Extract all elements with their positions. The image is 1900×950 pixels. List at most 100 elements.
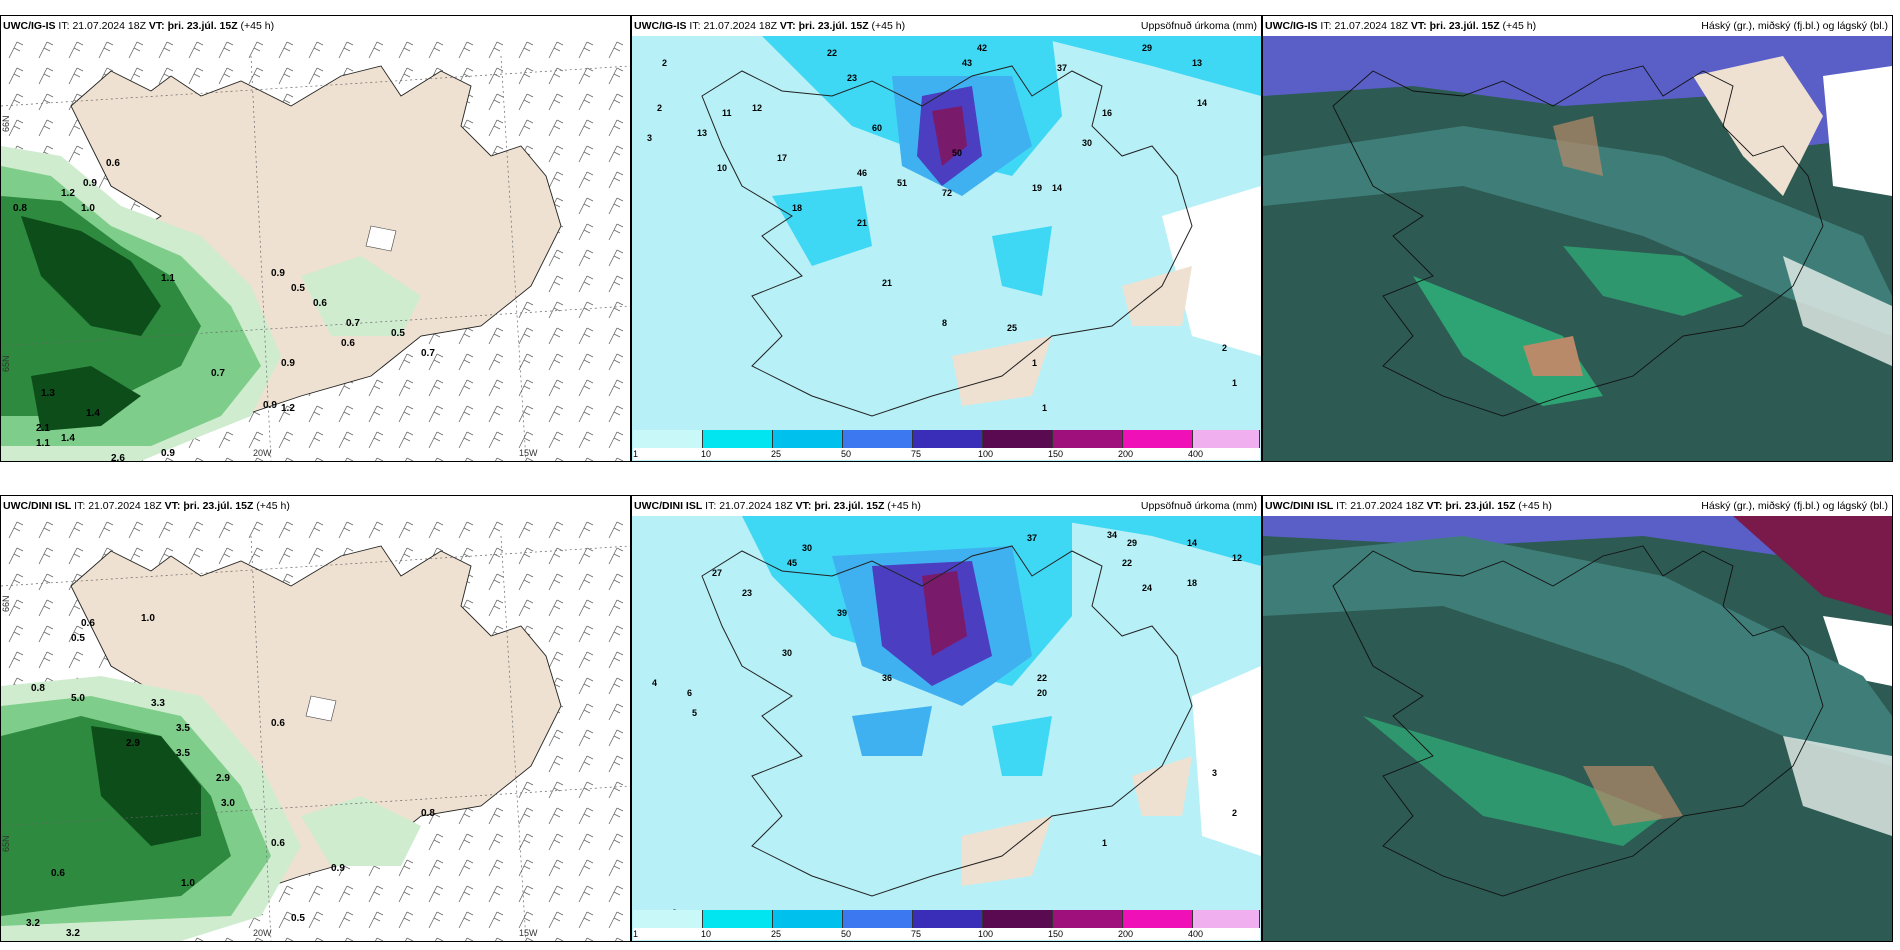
model-name: UWC/DINI ISL	[634, 500, 703, 512]
svg-text:19: 19	[1032, 183, 1042, 193]
svg-text:8: 8	[942, 318, 947, 328]
svg-text:37: 37	[1057, 63, 1067, 73]
svg-text:23: 23	[847, 73, 857, 83]
svg-text:0.9: 0.9	[83, 178, 97, 189]
svg-text:1.0: 1.0	[81, 203, 95, 214]
svg-text:46: 46	[857, 168, 867, 178]
colorbar-tick: 75	[911, 929, 922, 939]
svg-text:3: 3	[647, 133, 652, 143]
svg-text:45: 45	[787, 558, 797, 568]
svg-text:21: 21	[857, 218, 867, 228]
lead-time: (+45 h)	[871, 20, 906, 32]
lead-time: (+45 h)	[256, 500, 290, 512]
colorbar-swatch	[773, 910, 843, 928]
field-title: Háský (gr.), miðský (fj.bl.) og lágský (…	[1701, 20, 1888, 32]
svg-text:17: 17	[777, 153, 787, 163]
svg-text:0.6: 0.6	[271, 718, 285, 729]
svg-text:3.2: 3.2	[26, 918, 40, 929]
panel-top-left-wind: UWC/IG-IS IT: 21.07.2024 18Z VT: þri. 23…	[0, 15, 631, 462]
svg-text:3.5: 3.5	[176, 748, 190, 759]
precip-map: 30 45 37 34 29 14 12 22 24 18 27 23 39 36 30 20 22 6…	[632, 516, 1261, 941]
panel-top-middle-precip: UWC/IG-IS IT: 21.07.2024 18Z VT: þri. 23…	[631, 15, 1262, 462]
svg-text:3: 3	[1212, 768, 1217, 778]
svg-text:4: 4	[652, 678, 657, 688]
colorbar-swatch	[703, 430, 773, 448]
svg-text:1.3: 1.3	[41, 388, 55, 399]
colorbar-swatch	[633, 910, 703, 928]
svg-text:18: 18	[792, 203, 802, 213]
svg-text:14: 14	[1052, 183, 1062, 193]
model-name: UWC/IG-IS	[634, 20, 687, 32]
svg-text:3.5: 3.5	[176, 723, 190, 734]
svg-text:1.4: 1.4	[61, 433, 75, 444]
colorbar: 1 10 25 50 75 100 150 200 400	[633, 430, 1260, 460]
svg-text:30: 30	[802, 543, 812, 553]
svg-text:0.9: 0.9	[331, 863, 345, 874]
svg-text:24: 24	[1142, 583, 1152, 593]
model-name: UWC/DINI ISL	[3, 500, 72, 512]
svg-text:13: 13	[697, 128, 707, 138]
vt-label: VT:	[779, 20, 796, 32]
it-label: IT:	[1320, 20, 1332, 32]
colorbar-swatch	[1193, 910, 1260, 928]
svg-text:27: 27	[712, 568, 722, 578]
svg-text:37: 37	[1027, 533, 1037, 543]
svg-text:0.6: 0.6	[51, 868, 65, 879]
valid-time: þri. 23.júl. 15Z	[814, 500, 885, 512]
wind-map-svg: 66N 65N 20W 15W 0.6 1.0 0.5 0.8 5.0 3.3 3.5 3…	[1, 516, 630, 941]
colorbar-tick: 75	[911, 449, 922, 459]
svg-text:0.7: 0.7	[346, 318, 360, 329]
svg-text:0.5: 0.5	[291, 283, 305, 294]
svg-text:43: 43	[962, 58, 972, 68]
svg-text:0.5: 0.5	[391, 328, 405, 339]
colorbar-tick: 50	[841, 449, 852, 459]
svg-text:29: 29	[1142, 43, 1152, 53]
svg-text:1.2: 1.2	[61, 188, 75, 199]
valid-time: þri. 23.júl. 15Z	[167, 20, 238, 32]
valid-time: þri. 23.júl. 15Z	[1429, 20, 1500, 32]
lead-time: (+45 h)	[240, 20, 275, 32]
cloud-map	[1263, 36, 1892, 461]
lat-label: 66N	[1, 115, 11, 132]
init-time: 21.07.2024 18Z	[719, 500, 793, 512]
colorbar-tick: 200	[1118, 929, 1134, 939]
svg-text:1: 1	[1232, 378, 1237, 388]
lon-label: 20W	[253, 448, 272, 458]
svg-text:3.3: 3.3	[151, 698, 165, 709]
svg-text:0.7: 0.7	[421, 348, 435, 359]
colorbar-swatch	[1053, 910, 1123, 928]
vt-label: VT:	[148, 20, 165, 32]
svg-text:2.9: 2.9	[126, 738, 140, 749]
svg-text:29: 29	[1127, 538, 1137, 548]
vt-label: VT:	[1410, 20, 1427, 32]
svg-text:60: 60	[872, 123, 882, 133]
lat-label: 65N	[1, 835, 11, 852]
cloud-map-svg	[1263, 36, 1892, 461]
lon-label: 20W	[253, 928, 272, 938]
svg-text:2: 2	[657, 103, 662, 113]
colorbar-swatch	[913, 430, 983, 448]
svg-text:0.9: 0.9	[271, 268, 285, 279]
svg-text:18: 18	[1187, 578, 1197, 588]
svg-text:2.1: 2.1	[36, 423, 50, 434]
colorbar-swatch	[703, 910, 773, 928]
panel-top-right-clouds: UWC/IG-IS IT: 21.07.2024 18Z VT: þri. 23…	[1262, 15, 1893, 462]
lead-time: (+45 h)	[1518, 500, 1552, 512]
svg-text:23: 23	[742, 588, 752, 598]
svg-text:0.5: 0.5	[291, 913, 305, 924]
svg-text:22: 22	[827, 48, 837, 58]
svg-text:0.8: 0.8	[421, 808, 435, 819]
panel-bottom-right-clouds: UWC/DINI ISL IT: 21.07.2024 18Z VT: þri.…	[1262, 495, 1893, 942]
colorbar-swatch	[1123, 430, 1193, 448]
init-time: 21.07.2024 18Z	[1334, 20, 1408, 32]
svg-text:22: 22	[1037, 673, 1047, 683]
svg-text:21: 21	[882, 278, 892, 288]
svg-text:22: 22	[1122, 558, 1132, 568]
svg-text:0.9: 0.9	[161, 448, 175, 459]
svg-text:30: 30	[782, 648, 792, 658]
init-time: 21.07.2024 18Z	[72, 20, 146, 32]
